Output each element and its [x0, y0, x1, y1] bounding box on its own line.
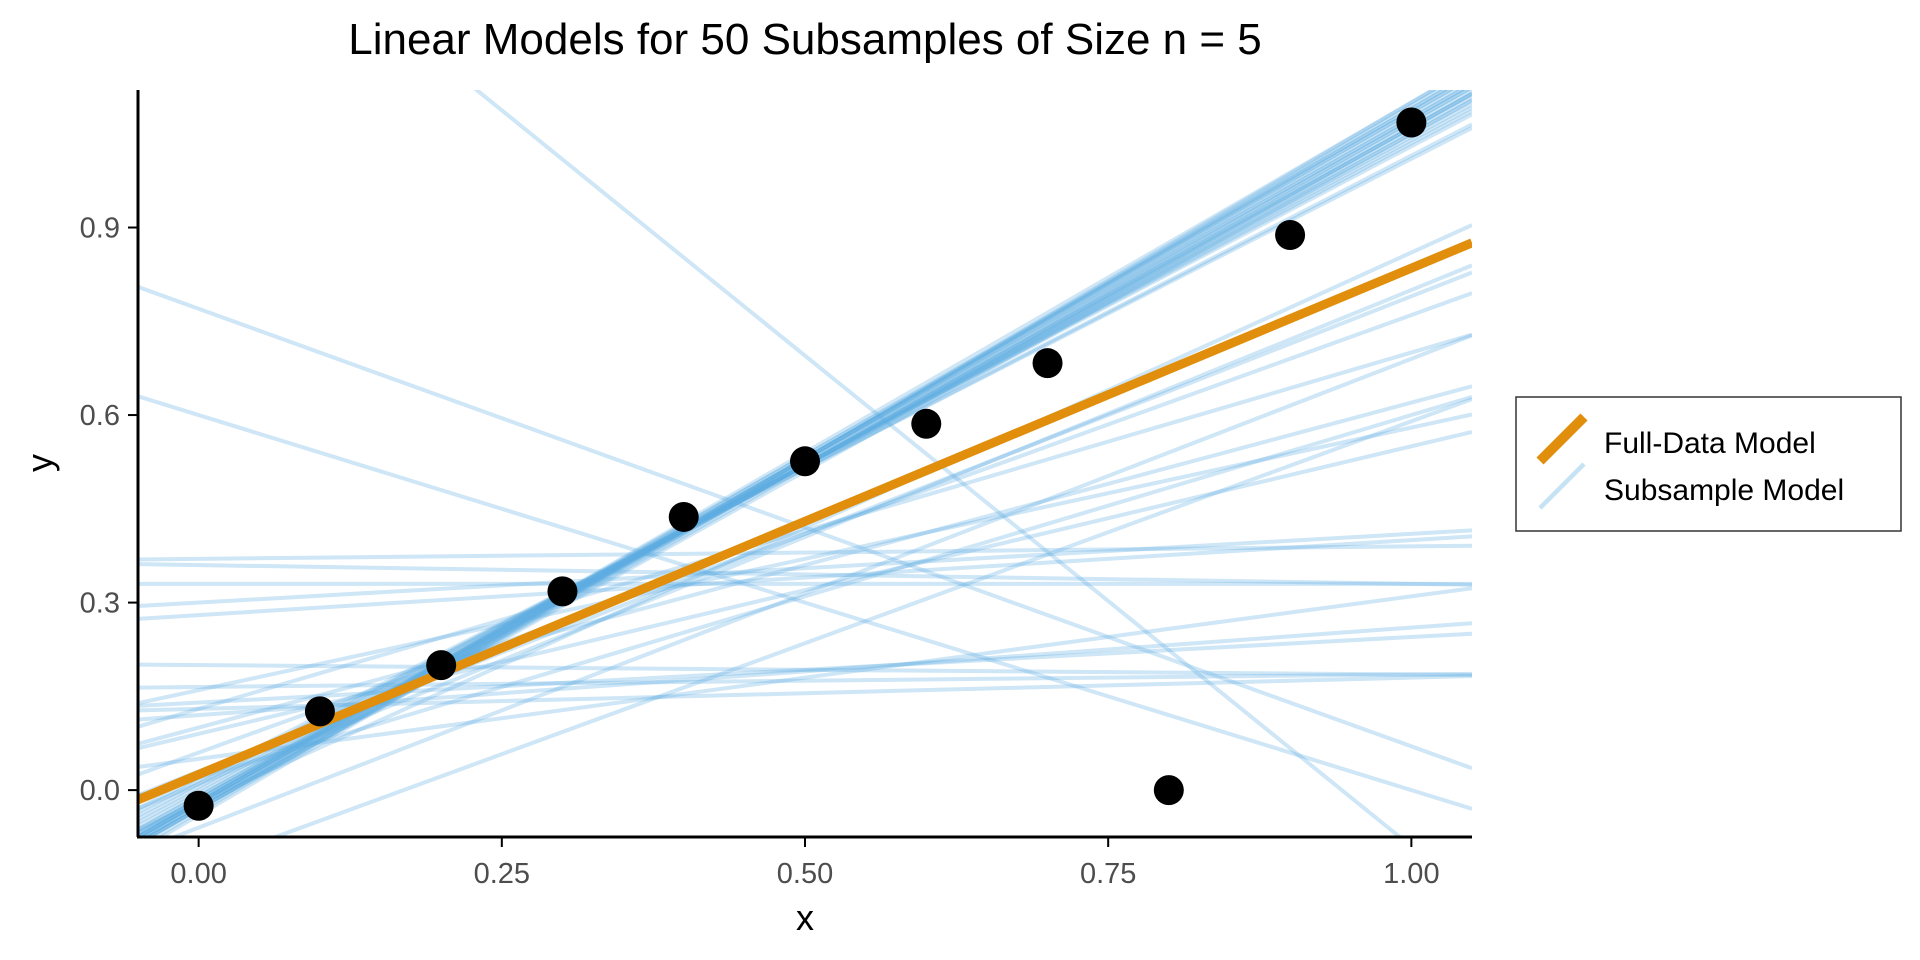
y-tick-label-1: 0.3: [80, 588, 120, 620]
y-tick-label-2: 0.6: [80, 400, 120, 432]
data-point-9: [1153, 775, 1184, 806]
subsample-model-line-49: [138, 621, 1472, 722]
subsample-model-line-33: [272, 397, 1472, 836]
subsample-model-line-41: [138, 631, 1472, 708]
data-points: [183, 107, 1427, 821]
x-tick-label-1: 0.25: [474, 858, 530, 890]
data-point-11: [1396, 107, 1427, 138]
full-model-line-group: [138, 238, 1472, 804]
subsample-model-line-37: [138, 534, 1472, 621]
data-point-10: [1275, 220, 1306, 251]
subsample-model-line-43: [138, 662, 1472, 677]
subsample-model-line-48: [473, 90, 1402, 836]
subsample-model-line-27: [138, 263, 1472, 811]
x-tick-label-4: 1.00: [1383, 858, 1439, 890]
legend-key-full-model: [1536, 413, 1588, 465]
legend: Full-Data Model Subsample Model: [1515, 396, 1902, 532]
x-tick-label-3: 0.75: [1080, 858, 1136, 890]
subsample-model-line-34: [138, 395, 1472, 798]
subsample-model-line-29: [138, 291, 1472, 777]
y-tick-label-0: 0.0: [80, 775, 120, 807]
subsample-model-line-50: [138, 586, 1472, 769]
subsample-model-line-36: [138, 412, 1472, 706]
data-point-8: [1032, 348, 1063, 379]
subsample-model-line-44: [138, 671, 1472, 690]
chart-title: Linear Models for 50 Subsamples of Size …: [348, 15, 1262, 64]
subsample-model-line-32: [138, 384, 1472, 746]
subsample-model-line-46: [138, 285, 1472, 771]
data-point-6: [790, 446, 820, 477]
legend-label-full-model: Full-Data Model: [1604, 427, 1816, 460]
x-tick-label-0: 0.00: [170, 858, 226, 890]
subsample-model-line-26: [138, 223, 1472, 832]
subsample-model-line-35: [138, 429, 1472, 751]
subsample-model-line-47: [138, 394, 1472, 811]
full-model-line: [138, 238, 1472, 804]
subsample-model-line-45: [138, 543, 1472, 562]
subsample-model-line-40: [138, 562, 1472, 587]
legend-key-subsample-model: [1538, 462, 1586, 510]
subsample-model-line-30: [171, 333, 1472, 836]
subsample-model-line-31: [138, 332, 1472, 729]
subsample-model-line-38: [138, 528, 1472, 609]
legend-box: [1515, 396, 1902, 532]
data-point-3: [426, 650, 457, 681]
legend-label-subsample-model: Subsample Model: [1604, 474, 1844, 507]
y-axis-ticks: 0.0 0.3 0.6 0.9: [80, 213, 138, 807]
x-tick-label-2: 0.50: [777, 858, 833, 890]
y-tick-label-3: 0.9: [80, 213, 120, 245]
x-axis-ticks: 0.00 0.25 0.50 0.75 1.00: [170, 837, 1440, 890]
data-point-4: [547, 576, 578, 607]
x-axis-label: x: [796, 897, 814, 938]
data-point-1: [183, 790, 214, 821]
data-point-5: [668, 501, 699, 532]
data-point-2: [304, 696, 335, 727]
y-axis-label: y: [19, 454, 60, 472]
data-point-7: [911, 408, 942, 439]
